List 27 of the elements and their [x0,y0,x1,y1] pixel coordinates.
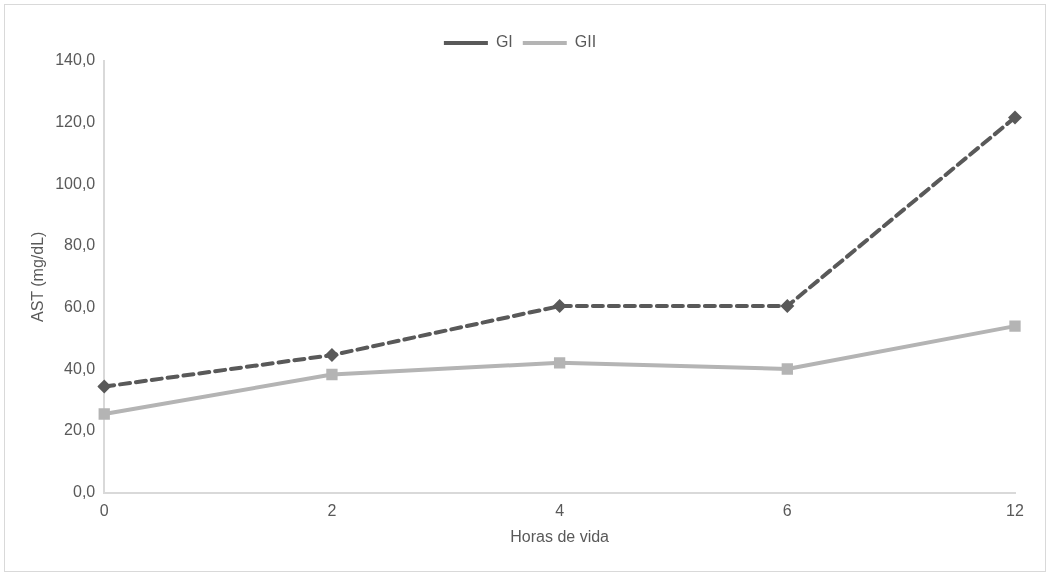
point [98,408,110,420]
x-tick-label: 6 [782,501,792,519]
y-tick-label: 100,0 [55,174,96,192]
y-tick-label: 0,0 [72,483,96,501]
y-tick-label: 60,0 [64,298,96,316]
x-tick-label: 12 [1006,501,1024,519]
y-tick-label: 40,0 [64,359,96,377]
x-tick-label: 0 [99,501,109,519]
point [97,379,112,394]
point [1009,320,1021,332]
point [324,348,339,363]
x-axis-title: Horas de vida [510,527,610,545]
point [326,368,338,381]
point [780,299,795,314]
point [553,357,566,369]
x-tick-label: 4 [555,501,565,519]
point [552,299,567,314]
point [1008,110,1022,125]
y-tick-label: 120,0 [55,113,96,131]
point [781,363,793,375]
y-tick-label: 140,0 [55,51,96,69]
y-tick-label: 20,0 [64,421,96,439]
y-tick-label: 80,0 [64,236,96,254]
legend-label: GI [495,33,513,51]
x-tick-label: 2 [327,501,337,519]
legend-label: GII [574,33,597,51]
y-axis-title: AST (mg/dL) [29,231,47,322]
